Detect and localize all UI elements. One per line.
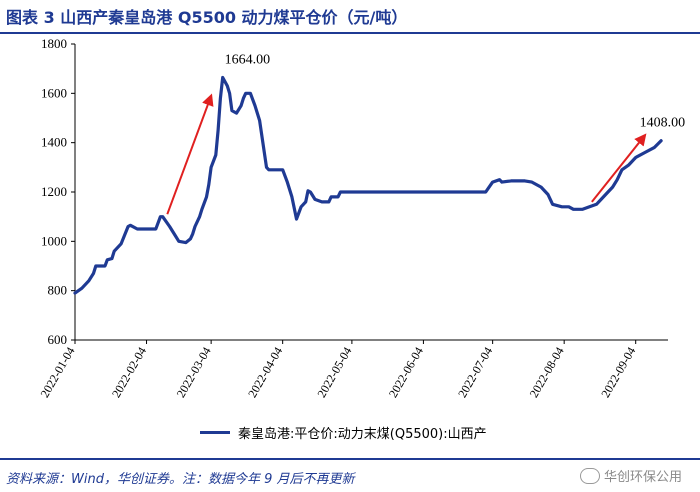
x-tick-label: 2022-07-04	[455, 345, 495, 400]
figure-header: 图表 3 山西产秦皇岛港 Q5500 动力煤平仓价（元/吨）	[0, 0, 700, 34]
line-chart: 600 800 1000 1200 1400 1600 1800 2022-01-04 2022…	[37, 36, 686, 400]
y-tick-label: 1200	[41, 184, 67, 199]
watermark: 华创环保公用	[579, 466, 682, 485]
x-tick-label: 2022-04-04	[245, 345, 285, 400]
y-tick-label: 600	[48, 332, 68, 347]
legend-swatch	[200, 430, 230, 434]
y-tick-label: 1000	[41, 233, 67, 248]
watermark-label: 华创环保公用	[603, 470, 682, 485]
trend-arrow	[591, 133, 647, 203]
x-tick-label: 2022-05-04	[314, 345, 354, 400]
x-tick-label: 2022-08-04	[527, 345, 567, 400]
legend-label: 秦皇岛港:平仓价:动力末煤(Q5500):山西产	[238, 426, 487, 442]
wechat-icon	[579, 467, 600, 484]
x-tick-label: 2022-02-04	[109, 345, 149, 400]
x-tick-label: 2022-03-04	[174, 345, 214, 400]
legend: 秦皇岛港:平仓价:动力末煤(Q5500):山西产	[200, 422, 487, 442]
y-tick-label: 1800	[41, 36, 67, 51]
source-note: 资料来源：Wind，华创证券。注：数据今年 9 月后不再更新	[6, 472, 355, 487]
y-tick-label: 1400	[41, 135, 67, 150]
x-tick-label: 2022-06-04	[386, 345, 426, 400]
y-tick-label: 800	[48, 283, 68, 298]
x-tick-label: 2022-01-04	[37, 345, 77, 400]
figure-footer: 资料来源：Wind，华创证券。注：数据今年 9 月后不再更新 华创环保公用	[0, 458, 700, 492]
figure-title: 图表 3 山西产秦皇岛港 Q5500 动力煤平仓价（元/吨）	[6, 8, 408, 27]
x-tick-label: 2022-09-04	[598, 345, 638, 400]
series-line	[73, 75, 663, 295]
y-tick-label: 1600	[41, 85, 67, 100]
trend-arrow	[166, 93, 214, 215]
data-label: 1664.00	[225, 53, 271, 68]
data-label: 1408.00	[640, 116, 686, 131]
